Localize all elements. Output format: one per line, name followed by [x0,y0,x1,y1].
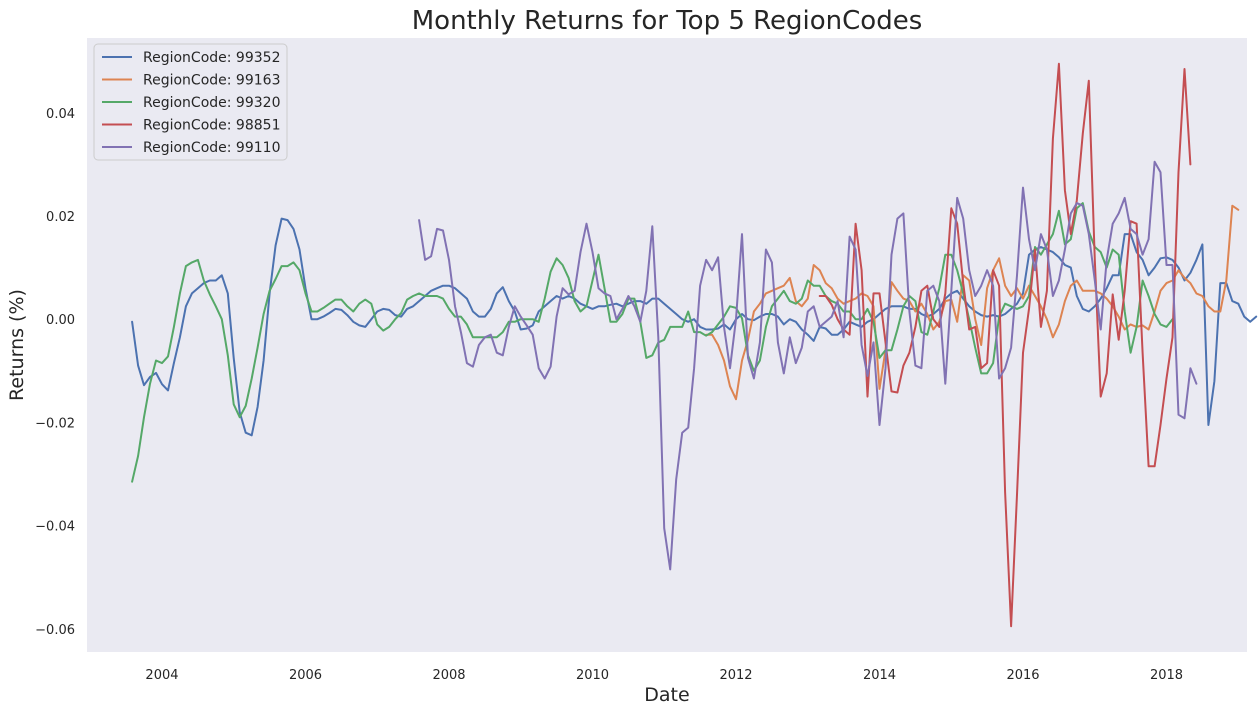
y-tick-label: −0.06 [35,623,75,638]
x-tick-label: 2008 [432,668,465,683]
legend: RegionCode: 99352 RegionCode: 99163 Region… [93,43,288,161]
x-tick-label: 2010 [576,668,609,683]
series-line-4 [818,62,1192,628]
x-tick-label: 2018 [1150,668,1183,683]
chart-title: Monthly Returns for Top 5 RegionCodes [412,6,923,36]
legend-label-1: RegionCode: 99352 [143,50,280,66]
y-tick-label: 0.04 [46,107,75,122]
y-tick-label: −0.04 [35,520,75,535]
legend-label-4: RegionCode: 98851 [143,118,280,134]
series-line-1 [131,217,1258,437]
x-axis: 2004 2006 2008 2010 2012 2014 2016 2018 [145,668,1183,683]
y-axis-label: Returns (%) [6,289,28,401]
x-tick-label: 2016 [1006,668,1039,683]
legend-label-3: RegionCode: 99320 [143,95,280,111]
legend-label-2: RegionCode: 99163 [143,73,280,89]
x-tick-label: 2006 [289,668,322,683]
series-line-2 [705,204,1240,401]
series-line-5 [418,160,1198,571]
y-tick-label: 0.02 [46,210,75,225]
y-axis: −0.06 −0.04 −0.02 0.00 0.02 0.04 [35,107,75,638]
x-tick-label: 2012 [719,668,752,683]
y-tick-label: 0.00 [46,313,75,328]
x-axis-label: Date [644,684,689,706]
x-tick-label: 2014 [863,668,896,683]
y-tick-label: −0.02 [35,416,75,431]
x-tick-label: 2004 [145,668,178,683]
legend-box [93,43,288,161]
series-lines [131,62,1258,628]
legend-label-5: RegionCode: 99110 [143,140,280,156]
